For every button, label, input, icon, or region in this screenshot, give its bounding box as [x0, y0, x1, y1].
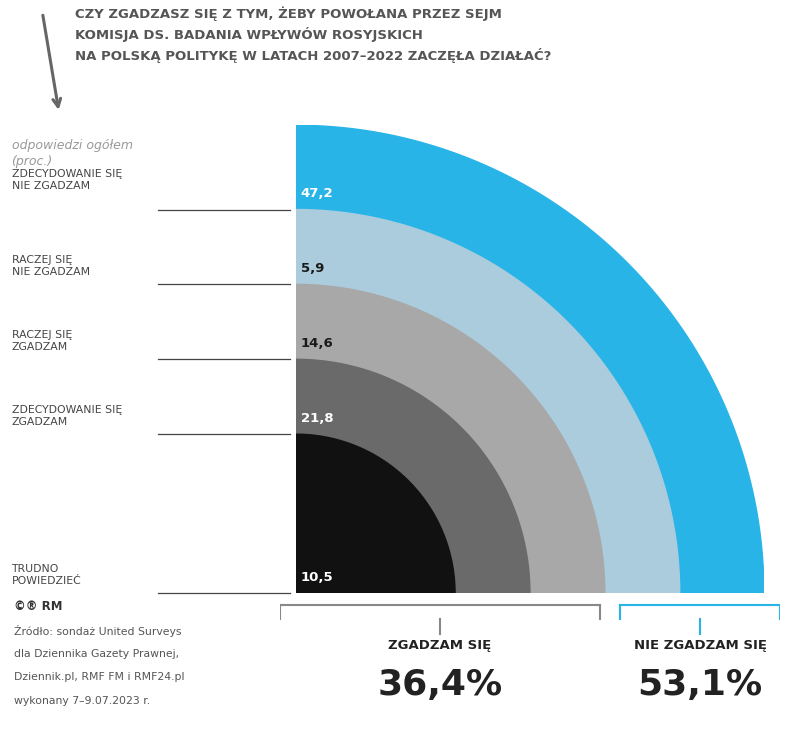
Text: 14,6: 14,6 [300, 337, 333, 350]
Polygon shape [296, 434, 455, 593]
Text: NIE ZGADZAM SIĘ: NIE ZGADZAM SIĘ [634, 639, 767, 652]
Text: RACZEJ SIĘ
ZGADZAM: RACZEJ SIĘ ZGADZAM [12, 330, 72, 352]
Text: ©® RM: ©® RM [14, 601, 62, 613]
Text: 5,9: 5,9 [300, 262, 324, 275]
Text: Źródło: sondaż United Surveys: Źródło: sondaż United Surveys [14, 625, 181, 637]
Text: 47,2: 47,2 [300, 187, 333, 200]
Text: ZGADZAM SIĘ: ZGADZAM SIĘ [388, 639, 492, 652]
Text: 53,1%: 53,1% [637, 668, 763, 702]
Text: odpowiedzi ogółem
(proc.): odpowiedzi ogółem (proc.) [12, 139, 132, 168]
Text: ZDECYDOWANIE SIĘ
ZGADZAM: ZDECYDOWANIE SIĘ ZGADZAM [12, 405, 122, 427]
Text: TRUDNO
POWIEDZIEĆ: TRUDNO POWIEDZIEĆ [12, 565, 81, 586]
Polygon shape [296, 125, 764, 593]
Text: 21,8: 21,8 [300, 412, 333, 425]
Polygon shape [296, 360, 530, 593]
Text: 10,5: 10,5 [300, 571, 333, 584]
Polygon shape [296, 209, 680, 593]
Text: RACZEJ SIĘ
NIE ZGADZAM: RACZEJ SIĘ NIE ZGADZAM [12, 256, 90, 277]
Text: Dziennik.pl, RMF FM i RMF24.pl: Dziennik.pl, RMF FM i RMF24.pl [14, 672, 184, 682]
Text: CZY ZGADZASZ SIĘ Z TYM, ŻEBY POWOŁANA PRZEZ SEJM
KOMISJA DS. BADANIA WPŁYWÓW ROS: CZY ZGADZASZ SIĘ Z TYM, ŻEBY POWOŁANA PR… [75, 7, 552, 63]
Text: ZDECYDOWANIE SIĘ
NIE ZGADZAM: ZDECYDOWANIE SIĘ NIE ZGADZAM [12, 169, 122, 191]
Text: 36,4%: 36,4% [377, 668, 503, 702]
Text: dla Dziennika Gazety Prawnej,: dla Dziennika Gazety Prawnej, [14, 649, 179, 659]
Text: wykonany 7–9.07.2023 r.: wykonany 7–9.07.2023 r. [14, 696, 150, 706]
Polygon shape [296, 284, 605, 593]
